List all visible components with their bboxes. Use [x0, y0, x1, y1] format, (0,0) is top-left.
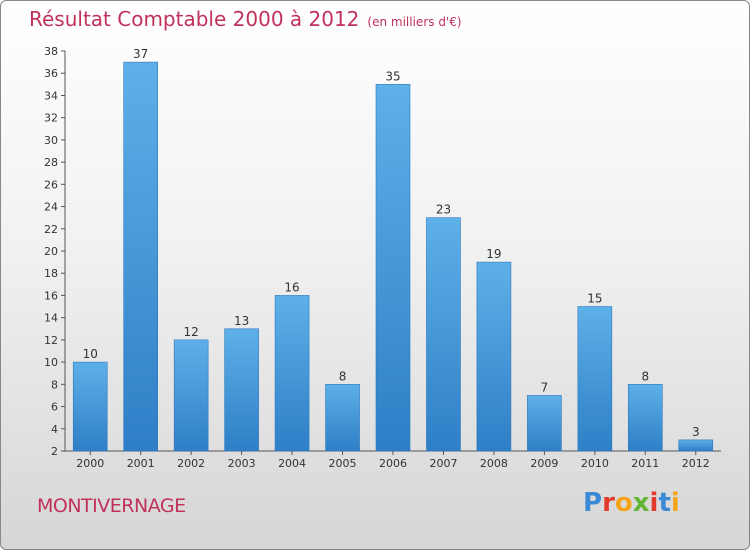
title-unit: (en milliers d'€): [367, 15, 462, 29]
bar: [274, 295, 310, 452]
x-tick-label: 2011: [631, 457, 659, 470]
data-label: 35: [385, 69, 400, 83]
bar: [123, 61, 158, 452]
x-tick-label: 2012: [682, 457, 710, 470]
data-label: 7: [541, 380, 549, 394]
x-tick-label: 2000: [76, 457, 104, 470]
x-tick-label: 2009: [530, 457, 558, 470]
bar: [678, 439, 714, 452]
bar: [476, 261, 512, 452]
y-tick-label: 28: [44, 156, 58, 169]
x-tick-label: 2007: [429, 457, 457, 470]
data-label: 8: [339, 369, 347, 383]
y-tick-label: 24: [44, 201, 58, 214]
proxiti-logo: Proxiti: [583, 488, 680, 518]
x-tick-label: 2008: [480, 457, 508, 470]
logo-letter: x: [632, 488, 650, 518]
commune-name: MONTIVERNAGE: [37, 495, 186, 517]
bar: [577, 306, 613, 452]
bar: [628, 384, 663, 452]
logo-letter: o: [614, 488, 633, 518]
y-tick-label: 16: [44, 289, 58, 302]
data-label: 13: [234, 314, 249, 328]
logo-letter: i: [649, 488, 659, 518]
logo-letter: t: [658, 488, 671, 518]
x-tick-label: 2002: [177, 457, 205, 470]
y-tick-label: 2: [51, 445, 58, 458]
y-tick-label: 4: [51, 423, 58, 436]
y-tick-label: 26: [44, 178, 58, 191]
bar: [426, 217, 461, 452]
bar: [173, 339, 209, 452]
logo-letter: i: [670, 488, 680, 518]
x-tick-label: 2010: [581, 457, 609, 470]
y-tick-label: 36: [44, 67, 58, 80]
y-tick-label: 30: [44, 134, 58, 147]
y-tick-label: 18: [44, 267, 58, 280]
title-text: Résultat Comptable 2000 à 2012: [29, 7, 360, 31]
bar: [224, 328, 259, 452]
logo-letter: r: [602, 488, 615, 518]
y-tick-label: 20: [44, 245, 58, 258]
data-label: 8: [641, 369, 649, 383]
data-label: 16: [284, 280, 299, 294]
y-tick-label: 14: [44, 312, 58, 325]
data-label: 23: [436, 203, 451, 217]
x-tick-label: 2003: [228, 457, 256, 470]
y-tick-label: 34: [44, 89, 58, 102]
y-tick-label: 12: [44, 334, 58, 347]
x-tick-label: 2001: [127, 457, 155, 470]
bar: [72, 361, 108, 452]
x-tick-label: 2005: [329, 457, 357, 470]
y-tick-label: 22: [44, 223, 58, 236]
logo-letter: P: [583, 488, 603, 518]
chart-title: Résultat Comptable 2000 à 2012 (en millie…: [29, 7, 462, 31]
data-label: 12: [184, 325, 199, 339]
data-label: 37: [133, 47, 148, 61]
data-label: 10: [83, 347, 98, 361]
x-tick-label: 2006: [379, 457, 407, 470]
y-tick-label: 6: [51, 401, 58, 414]
data-label: 15: [587, 292, 602, 306]
y-tick-label: 8: [51, 378, 58, 391]
y-tick-label: 38: [44, 45, 58, 58]
bar: [375, 84, 411, 452]
bar: [325, 384, 360, 452]
data-label: 3: [692, 425, 700, 439]
bar: [527, 395, 562, 452]
x-tick-label: 2004: [278, 457, 306, 470]
y-tick-label: 32: [44, 112, 58, 125]
data-label: 19: [486, 247, 501, 261]
y-tick-label: 10: [44, 356, 58, 369]
